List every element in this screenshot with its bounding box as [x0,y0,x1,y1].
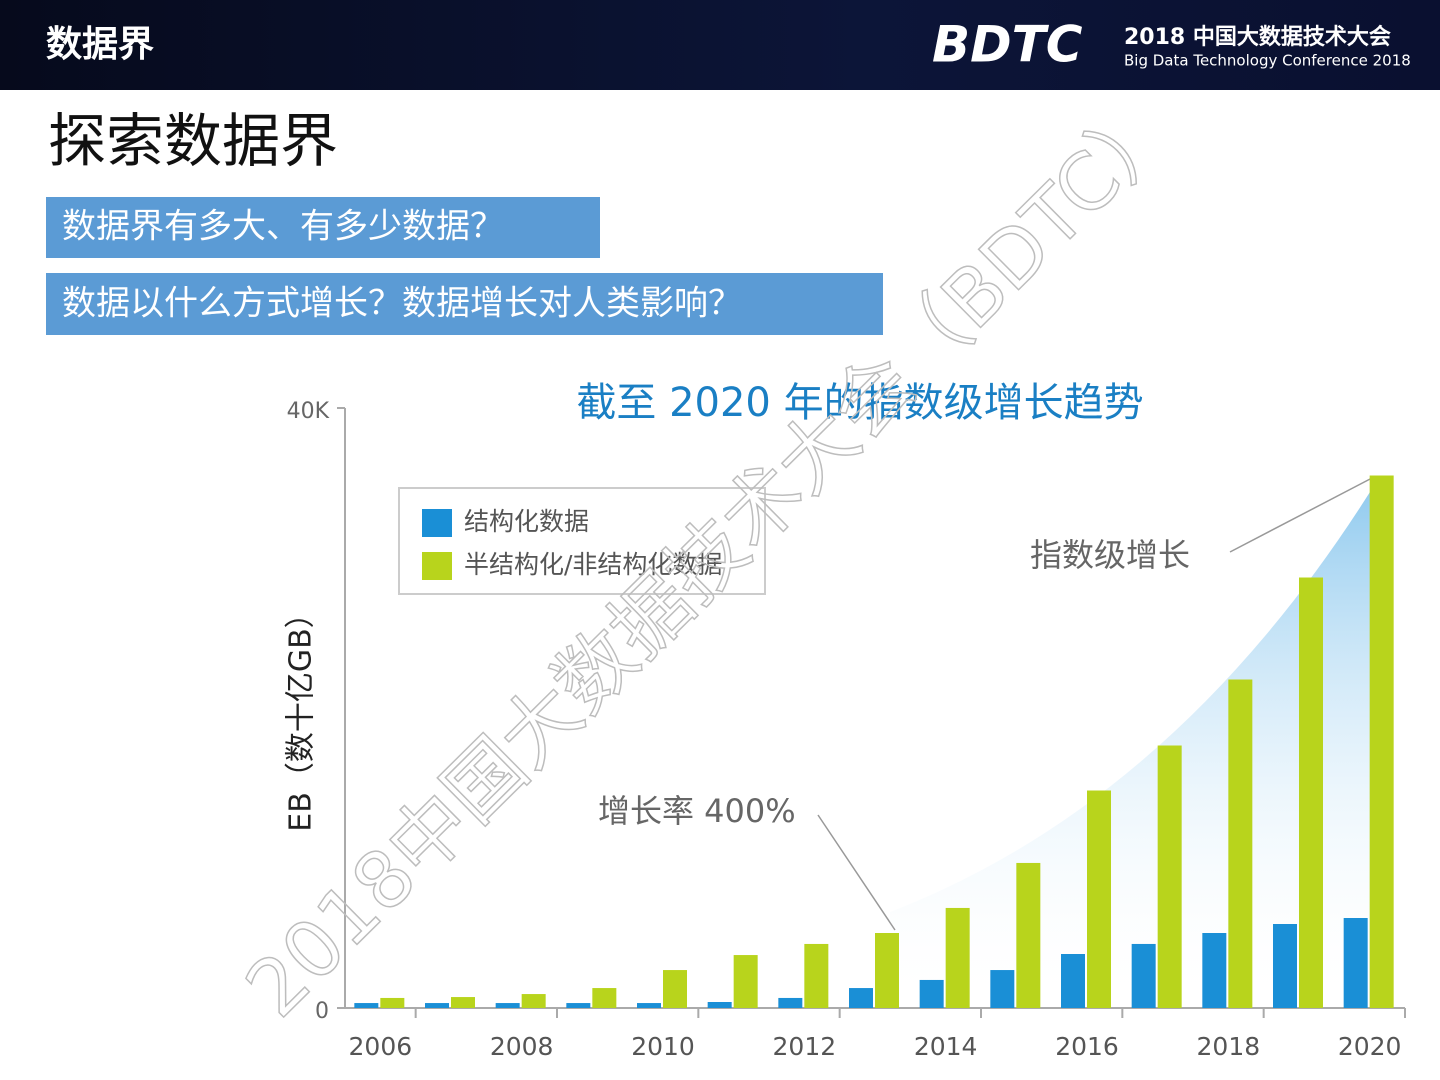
annotation-line [1229,477,1373,553]
bar [1369,475,1394,1008]
bar [451,997,475,1008]
bar [1273,924,1297,1008]
x-tick-label: 2008 [490,1032,554,1061]
bar [495,1003,520,1008]
bar [707,1002,732,1008]
bar [637,1003,661,1008]
annotation: 指数级增长 [1030,536,1190,574]
x-tick-label: 2006 [349,1032,413,1061]
bar [521,994,546,1008]
slide-title: 探索数据界 [48,107,338,175]
bar [1016,862,1041,1008]
bar [1228,679,1253,1008]
bar [778,997,803,1008]
x-tick-label: 2016 [1055,1032,1119,1061]
legend-label: 结构化数据 [464,507,589,536]
bar [592,988,617,1008]
x-tick-label: 2018 [1197,1032,1261,1061]
question-box [46,273,883,335]
annotation: 增长率 400% [598,792,796,830]
bar [804,943,829,1008]
logo: BDTC [932,16,1083,74]
bar [990,970,1015,1008]
legend-swatch [422,509,452,537]
bar [354,1003,379,1008]
conference-en: Big Data Technology Conference 2018 [1124,52,1411,70]
bar [1131,943,1156,1008]
bar [875,933,899,1008]
bar [1202,933,1227,1008]
bar [1061,954,1085,1008]
y-tick-label: 0 [315,999,329,1024]
y-tick-label: 40K [287,399,330,424]
bar [663,970,687,1008]
conference-cn: 2018 中国大数据技术大会 [1124,24,1391,50]
x-tick-label: 2020 [1338,1032,1402,1061]
legend-label: 半结构化/非结构化数据 [464,550,722,579]
y-axis-label: EB（数十亿GB） [284,598,319,831]
bar [849,988,873,1008]
x-tick-label: 2012 [773,1032,837,1061]
bar [733,955,758,1008]
bar [1343,918,1368,1008]
bar [945,907,970,1008]
bar [425,1003,449,1008]
growth-area [890,476,1380,1008]
chart-title: 截至 2020 年的指数级增长趋势 [576,380,1143,426]
question: 数据以什么方式增长？数据增长对人类影响？ [62,284,742,324]
annotation-line [817,814,896,931]
legend-swatch [422,552,452,580]
section-title: 数据界 [46,24,154,65]
bar [380,997,405,1008]
bar [1299,577,1323,1008]
bar [1157,745,1182,1008]
header-bar [0,0,1440,90]
question: 数据界有多大、有多少数据？ [62,207,504,247]
bar [919,979,944,1008]
x-tick-label: 2014 [914,1032,978,1061]
x-tick-label: 2010 [631,1032,695,1061]
question-box [46,197,600,258]
bar [1087,790,1111,1008]
legend-box [398,487,766,595]
bar [566,1003,591,1008]
